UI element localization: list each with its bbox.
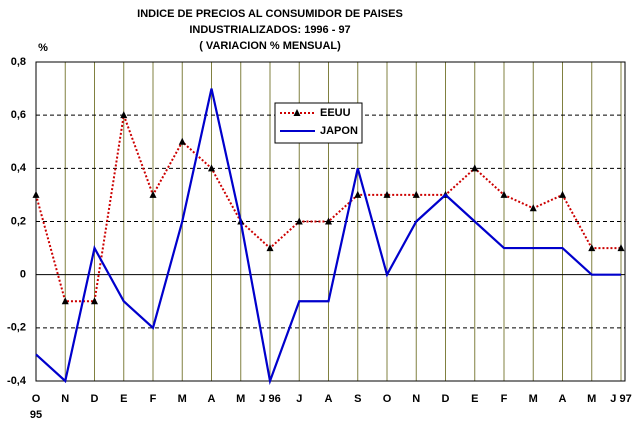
point-marker <box>325 217 332 225</box>
y-tick-label: 0,6 <box>11 109 26 121</box>
x-tick-label: A <box>208 393 216 405</box>
x-tick-label: F <box>150 393 157 405</box>
y-tick-label: 0 <box>20 269 26 281</box>
point-marker <box>295 217 303 225</box>
x-tick-label: F <box>501 393 508 405</box>
x-tick-label: D <box>442 393 450 405</box>
y-tick-label: 0,2 <box>11 215 26 227</box>
x-tick-label: S <box>354 393 361 405</box>
point-marker <box>529 204 537 212</box>
point-marker <box>91 297 98 305</box>
legend-box <box>274 102 363 144</box>
x-tick-label: N <box>61 393 69 405</box>
x-tick-label: N <box>412 393 420 405</box>
x-tick-label: M <box>587 393 596 405</box>
point-marker <box>559 190 566 198</box>
point-marker <box>412 190 420 198</box>
legend-label: JAPON <box>320 125 358 137</box>
point-marker <box>383 190 391 198</box>
x-tick-label: M <box>529 393 538 405</box>
x-tick-label: A <box>325 393 333 405</box>
point-marker <box>32 190 40 198</box>
point-marker <box>588 244 596 252</box>
point-marker <box>208 164 215 172</box>
chart-title: INDICE DE PRECIOS AL CONSUMIDOR DE PAISE… <box>137 8 403 20</box>
point-marker <box>178 137 186 145</box>
x-tick-label: M <box>236 393 245 405</box>
y-tick-label: 0,4 <box>11 162 27 174</box>
point-marker <box>61 297 69 305</box>
x-tick-label: E <box>471 393 478 405</box>
plot-border <box>35 61 626 382</box>
y-tick-label: -0,4 <box>7 375 27 387</box>
chart-title: INDUSTRIALIZADOS: 1996 - 97 <box>189 24 350 36</box>
x-tick-label: J 97 <box>610 393 631 405</box>
x-tick-label: A <box>559 393 567 405</box>
x-tick-label: D <box>91 393 99 405</box>
point-marker <box>120 111 128 119</box>
point-marker <box>617 244 625 252</box>
series-line <box>35 88 621 386</box>
legend-label: EEUU <box>320 107 351 119</box>
x-tick-label: J 96 <box>259 393 280 405</box>
point-marker <box>266 244 274 252</box>
x-tick-label: E <box>120 393 127 405</box>
point-marker <box>500 190 508 198</box>
chart-title: ( VARIACION % MENSUAL) <box>199 40 341 52</box>
y-tick-label: -0,2 <box>7 322 26 334</box>
x-tick-label: J <box>296 393 302 405</box>
x-tick-label: O <box>383 393 392 405</box>
y-unit: % <box>38 42 48 54</box>
y-tick-label: 0,8 <box>11 56 26 68</box>
point-marker <box>354 190 362 198</box>
point-marker <box>471 164 479 172</box>
point-marker <box>149 190 157 198</box>
legend-marker <box>293 109 301 116</box>
x-tick-label: M <box>178 393 187 405</box>
series-line <box>35 111 621 303</box>
x-tick-label: O <box>32 393 41 405</box>
year-note: 95 <box>30 409 42 421</box>
